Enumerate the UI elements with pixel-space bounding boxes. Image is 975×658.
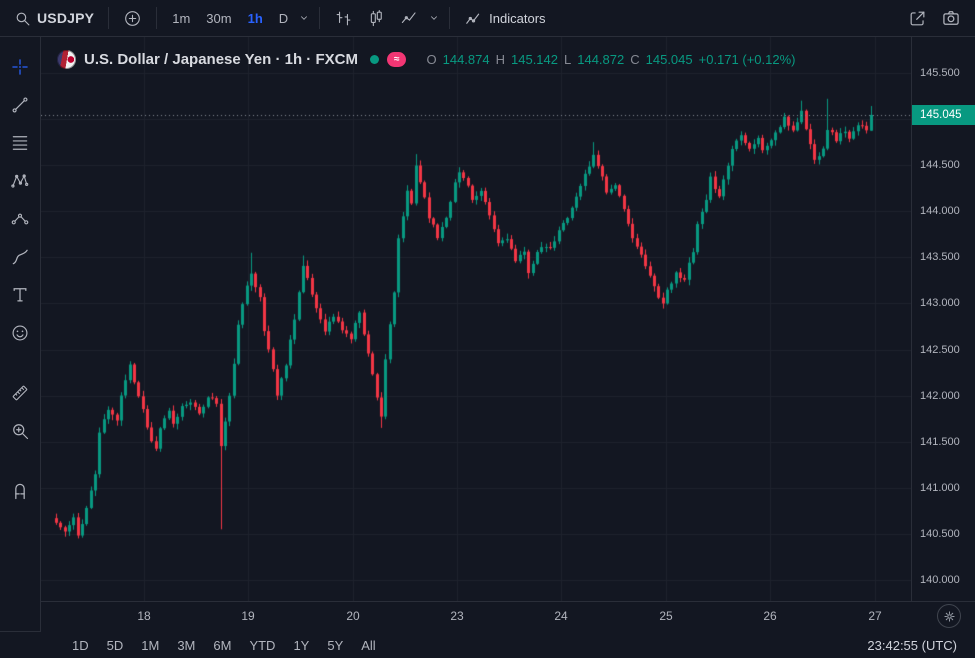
indicators-label: Indicators xyxy=(489,10,546,26)
line-chart-icon xyxy=(400,9,419,28)
projection-icon xyxy=(10,209,30,229)
text-icon xyxy=(10,285,30,305)
last-price-label: 145.045 xyxy=(912,104,975,125)
time-tick-label: 18 xyxy=(137,609,151,623)
zoom-in-tool-button[interactable] xyxy=(3,415,37,446)
camera-icon xyxy=(941,8,961,28)
range-button-6m[interactable]: 6M xyxy=(205,636,239,655)
drawing-toolbar xyxy=(0,37,41,631)
chart-style-dropdown-button[interactable] xyxy=(427,9,441,27)
toolbar-divider xyxy=(319,7,321,29)
trend-line-tool-button[interactable] xyxy=(3,89,37,120)
date-range-buttons: 1D 5D 1M 3M 6M YTD 1Y 5Y All xyxy=(64,636,384,655)
interval-button-1h[interactable]: 1h xyxy=(241,7,270,30)
price-tick-label: 140.500 xyxy=(920,527,960,540)
trend-line-icon xyxy=(10,95,30,115)
price-tick-label: 143.000 xyxy=(920,297,960,310)
magnet-tool-button[interactable] xyxy=(3,475,37,506)
chart-legend-title[interactable]: U.S. Dollar / Japanese Yen · 1h · FXCM xyxy=(84,51,358,68)
chart-style-line-button[interactable] xyxy=(394,5,425,32)
time-tick-label: 25 xyxy=(659,609,673,623)
interval-button-30m[interactable]: 30m xyxy=(199,7,238,30)
plus-circle-icon xyxy=(123,9,142,28)
brush-tool-button[interactable] xyxy=(3,241,37,272)
top-toolbar-right xyxy=(902,4,967,32)
price-tick-label: 141.000 xyxy=(920,481,960,494)
emoji-tool-button[interactable] xyxy=(3,317,37,348)
ohlc-bars-icon xyxy=(334,9,353,28)
price-tick-label: 140.000 xyxy=(920,573,960,586)
range-button-3m[interactable]: 3M xyxy=(169,636,203,655)
range-button-5d[interactable]: 5D xyxy=(99,636,132,655)
candles-icon xyxy=(367,9,386,28)
publish-button[interactable] xyxy=(902,5,933,32)
fib-retracement-icon xyxy=(10,133,30,153)
time-tick-label: 20 xyxy=(346,609,360,623)
share-icon xyxy=(908,9,927,28)
time-tick-label: 19 xyxy=(241,609,255,623)
search-icon xyxy=(14,10,31,27)
chevron-down-icon xyxy=(429,13,439,23)
screenshot-button[interactable] xyxy=(935,4,967,32)
top-toolbar-left: USDJPY 1m 30m 1h D xyxy=(8,5,552,32)
range-button-1y[interactable]: 1Y xyxy=(285,636,317,655)
price-tick-label: 142.500 xyxy=(920,343,960,356)
last-price-value: 145.045 xyxy=(920,108,962,121)
time-tick-label: 24 xyxy=(554,609,568,623)
time-tick-label: 26 xyxy=(763,609,777,623)
text-tool-button[interactable] xyxy=(3,279,37,310)
clock[interactable]: 23:42:55 (UTC) xyxy=(861,634,963,657)
price-tick-label: 142.000 xyxy=(920,389,960,402)
price-tick-label: 145.500 xyxy=(920,67,960,79)
range-button-1m[interactable]: 1M xyxy=(133,636,167,655)
fib-retracement-tool-button[interactable] xyxy=(3,127,37,158)
candlestick-chart[interactable] xyxy=(41,37,911,601)
zoom-in-icon xyxy=(10,421,30,441)
price-tick-label: 143.500 xyxy=(920,251,960,264)
range-button-1d[interactable]: 1D xyxy=(64,636,97,655)
price-tick-label: 141.500 xyxy=(920,435,960,448)
projection-tool-button[interactable] xyxy=(3,203,37,234)
chart-style-candles-button[interactable] xyxy=(361,5,392,32)
time-scale[interactable]: 18 19 20 23 24 25 26 27 xyxy=(41,601,975,632)
bottom-toolbar: 1D 5D 1M 3M 6M YTD 1Y 5Y All 23:42:55 (UTC) xyxy=(0,631,975,658)
xabcd-pattern-tool-button[interactable] xyxy=(3,165,37,196)
main-area: U.S. Dollar / Japanese Yen · 1h · FXCM ≈… xyxy=(0,37,975,632)
toolbar-divider xyxy=(449,7,451,29)
crosshair-tool-button[interactable] xyxy=(3,51,37,82)
provider-badge[interactable]: ≈ xyxy=(386,52,407,67)
time-tick-label: 23 xyxy=(450,609,464,623)
toolbar-divider xyxy=(108,7,110,29)
range-button-all[interactable]: All xyxy=(353,636,383,655)
range-button-5y[interactable]: 5Y xyxy=(319,636,351,655)
indicators-button[interactable]: Indicators xyxy=(458,5,551,32)
interval-button-1d[interactable]: D xyxy=(272,7,295,30)
top-toolbar: USDJPY 1m 30m 1h D xyxy=(0,0,975,37)
compare-add-button[interactable] xyxy=(117,5,148,32)
price-scale[interactable]: 145.045 145.500145.000144.500144.000143.… xyxy=(911,37,975,601)
brush-icon xyxy=(10,247,30,267)
toolbar-divider xyxy=(156,7,158,29)
ruler-icon xyxy=(10,383,30,403)
time-tick-label: 27 xyxy=(868,609,882,623)
measure-tool-button[interactable] xyxy=(3,377,37,408)
range-button-ytd[interactable]: YTD xyxy=(241,636,283,655)
chart-style-bars-button[interactable] xyxy=(328,5,359,32)
symbol-label: USDJPY xyxy=(37,10,95,26)
gear-icon xyxy=(943,610,956,623)
price-tick-label: 144.000 xyxy=(920,205,960,218)
xabcd-pattern-icon xyxy=(10,171,30,191)
crosshair-icon xyxy=(10,57,30,77)
symbol-search-button[interactable]: USDJPY xyxy=(8,6,100,31)
price-tick-label: 144.500 xyxy=(920,159,960,172)
indicators-icon xyxy=(464,9,483,28)
interval-dropdown-button[interactable] xyxy=(297,9,311,27)
scales-settings-button[interactable] xyxy=(937,604,961,628)
chevron-down-icon xyxy=(299,13,309,23)
chart-pane: U.S. Dollar / Japanese Yen · 1h · FXCM ≈… xyxy=(41,37,975,632)
emoji-icon xyxy=(10,323,30,343)
interval-button-1m[interactable]: 1m xyxy=(165,7,197,30)
magnet-icon xyxy=(10,481,30,501)
